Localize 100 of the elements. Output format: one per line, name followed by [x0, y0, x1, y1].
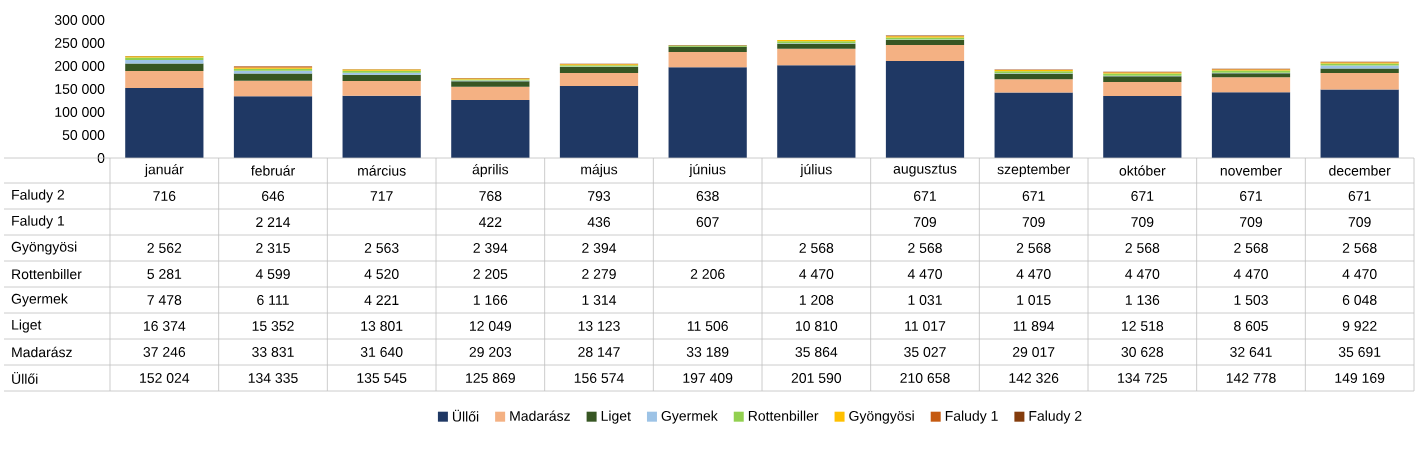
text: Madarász: [12, 346, 72, 358]
x-tick-label: szeptember: [997, 163, 1070, 178]
data-label: 671: [1240, 191, 1262, 201]
legend-label: Gyermek: [661, 410, 718, 424]
data-label: 12 049: [469, 321, 512, 331]
data-label: 11 506: [687, 321, 728, 331]
data-label: 793: [588, 191, 611, 201]
data-label: 2 568: [1342, 243, 1377, 253]
data-label: 2 315: [256, 243, 290, 253]
data-label: 35 864: [795, 347, 838, 357]
data-label: 152 024: [140, 373, 190, 383]
data-label: 2 568: [1125, 243, 1160, 253]
data-label: 15 352: [252, 321, 294, 331]
text: Üllői: [12, 372, 38, 384]
text: Gyöngyösi: [11, 241, 77, 255]
x-tick-label: június: [689, 163, 726, 178]
data-label: 29 017: [1012, 347, 1055, 357]
data-label: 4 470: [907, 269, 942, 279]
data-label: 5 281: [147, 269, 182, 279]
data-label: 4 470: [1016, 269, 1051, 279]
x-tick-label: május: [581, 163, 618, 178]
x-tick-label: november: [1220, 165, 1282, 176]
text: Liget: [12, 319, 42, 333]
data-label: 709: [1022, 217, 1045, 227]
data-label: 646: [262, 191, 285, 201]
data-label: 8 605: [1234, 321, 1268, 331]
data-label: 32 641: [1230, 347, 1272, 357]
y-tick-label: 150 000: [55, 84, 105, 94]
data-label: 9 922: [1342, 321, 1377, 331]
data-label: 2 568: [799, 243, 834, 253]
data-label: 4 470: [1342, 269, 1377, 279]
data-label: 11 894: [1013, 321, 1055, 331]
data-label: 1 015: [1017, 295, 1051, 305]
data-label: 156 574: [574, 373, 624, 383]
data-label: 7 478: [147, 295, 182, 305]
data-label: 2 214: [256, 217, 291, 227]
x-tick-label: január: [144, 163, 184, 178]
data-label: 4 470: [1125, 269, 1160, 279]
data-label: 37 246: [143, 347, 186, 357]
data-label: 717: [370, 191, 393, 201]
data-label: 35 027: [904, 347, 946, 357]
data-label: 1 503: [1234, 295, 1268, 305]
data-label: 709: [914, 217, 937, 227]
data-label: 768: [479, 191, 502, 201]
data-label: 4 520: [364, 269, 399, 279]
data-label: 125 869: [466, 373, 515, 383]
data-label: 13 801: [361, 321, 403, 331]
data-label: 638: [696, 191, 719, 201]
data-label: 142 326: [1009, 373, 1059, 383]
x-tick-label: április: [472, 163, 509, 178]
data-label: 4 470: [799, 269, 834, 279]
text: Faludy 1: [12, 215, 65, 229]
data-label: 134 725: [1118, 373, 1168, 383]
legend-label: Liget: [601, 410, 631, 424]
data-label: 2 568: [1016, 243, 1051, 253]
data-label: 201 590: [791, 373, 842, 383]
data-label: 716: [153, 191, 176, 201]
data-label: 210 658: [900, 373, 950, 383]
text: Rottenbiller: [12, 268, 82, 280]
data-label: 12 518: [1121, 321, 1164, 331]
data-label: 671: [1348, 191, 1371, 201]
data-label: 4 470: [1233, 269, 1268, 279]
data-label: 135 545: [357, 373, 407, 383]
data-label: 1 166: [473, 295, 508, 305]
x-tick-label: december: [1329, 165, 1391, 176]
data-label: 671: [1022, 191, 1045, 201]
data-label: 2 563: [364, 243, 399, 253]
data-label: 2 279: [582, 269, 616, 279]
x-tick-label: augusztus: [893, 164, 957, 177]
data-label: 10 810: [795, 321, 838, 331]
data-label: 197 409: [683, 373, 733, 383]
data-label: 6 048: [1342, 295, 1377, 305]
data-label: 149 169: [1335, 373, 1385, 383]
data-label: 422: [478, 217, 502, 227]
data-label: 33 831: [252, 347, 294, 357]
data-label: 35 691: [1338, 347, 1381, 357]
data-label: 142 778: [1226, 373, 1276, 383]
x-tick-label: október: [1119, 165, 1166, 176]
data-label: 709: [1240, 217, 1263, 227]
y-tick-label: 50 000: [62, 130, 105, 140]
y-tick-label: 300 000: [54, 15, 105, 25]
data-label: 31 640: [360, 347, 403, 357]
legend-label: Üllői: [452, 409, 479, 422]
text: Faludy 2: [12, 189, 65, 203]
legend-label: Faludy 1: [945, 410, 998, 424]
legend-label: Madarász: [510, 410, 570, 421]
data-label: 709: [1348, 217, 1371, 227]
data-label: 28 147: [578, 347, 620, 357]
data-label: 11 017: [905, 321, 946, 331]
x-tick-label: március: [358, 165, 406, 176]
data-label: 2 206: [690, 269, 725, 279]
text: Gyermek: [11, 293, 68, 307]
data-label: 1 314: [582, 295, 617, 305]
data-label: 2 205: [473, 269, 508, 279]
legend-label: Gyöngyösi: [849, 410, 914, 424]
data-label: 4 221: [364, 295, 399, 305]
legend-label: Rottenbiller: [748, 410, 819, 421]
y-tick-label: 200 000: [55, 61, 105, 71]
y-tick-label: 0: [97, 153, 105, 163]
data-label: 2 568: [908, 243, 942, 253]
